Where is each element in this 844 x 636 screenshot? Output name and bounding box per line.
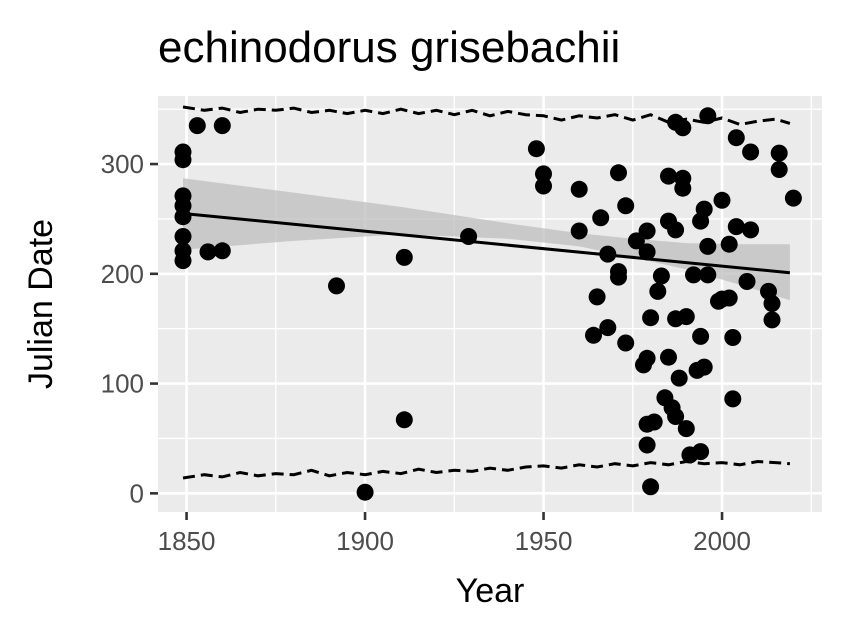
- x-tick-label: 1950: [515, 526, 573, 556]
- data-point: [627, 232, 645, 250]
- data-point: [695, 358, 713, 376]
- y-tick-label: 100: [101, 369, 144, 399]
- data-point: [770, 144, 788, 162]
- data-point: [638, 436, 656, 454]
- data-point: [699, 266, 717, 284]
- y-axis-title: Julian Date: [22, 219, 60, 389]
- x-tick-label: 1850: [158, 526, 216, 556]
- data-point: [174, 151, 192, 169]
- data-point: [720, 289, 738, 307]
- data-point: [667, 221, 685, 239]
- data-point: [592, 209, 610, 227]
- data-point: [588, 288, 606, 306]
- data-point: [692, 327, 710, 345]
- data-point: [570, 222, 588, 240]
- data-point: [699, 107, 717, 125]
- x-axis: 1850 1900 1950 2000: [158, 512, 751, 556]
- data-point: [763, 311, 781, 329]
- data-point: [356, 483, 374, 501]
- data-point: [535, 165, 552, 183]
- data-point: [677, 420, 695, 438]
- data-point: [738, 273, 756, 290]
- data-point: [585, 326, 602, 344]
- data-point: [642, 309, 660, 327]
- data-point: [638, 243, 656, 261]
- data-point: [213, 242, 231, 260]
- data-point: [174, 228, 192, 245]
- data-point: [660, 348, 677, 366]
- data-point: [174, 252, 192, 270]
- data-point: [677, 308, 695, 326]
- y-axis: 0 100 200 300: [101, 149, 158, 508]
- chart-title: echinodorus grisebachii: [158, 23, 620, 72]
- data-point: [527, 140, 545, 158]
- data-point: [652, 267, 670, 285]
- upper-dashed-line: [182, 105, 791, 127]
- data-point: [610, 164, 627, 182]
- data-point: [213, 117, 231, 135]
- data-point: [724, 329, 742, 346]
- data-point: [535, 177, 552, 195]
- data-point: [638, 222, 656, 240]
- data-points: [174, 107, 802, 501]
- data-point: [724, 390, 742, 408]
- x-tick-label: 1900: [336, 526, 394, 556]
- data-point: [720, 235, 738, 253]
- data-point: [395, 411, 413, 429]
- data-point: [328, 277, 345, 295]
- data-point: [199, 243, 217, 261]
- data-point: [763, 295, 781, 312]
- trend-line: [182, 211, 791, 275]
- confidence-band: [183, 178, 790, 301]
- data-point: [699, 237, 717, 255]
- lower-dashed-line: [182, 459, 791, 480]
- data-point: [685, 266, 702, 284]
- data-point: [617, 334, 635, 352]
- data-point: [784, 189, 802, 207]
- data-point: [188, 117, 206, 135]
- y-tick-label: 300: [101, 149, 144, 179]
- data-point: [674, 179, 692, 197]
- data-point: [727, 218, 745, 236]
- data-point: [674, 119, 692, 137]
- data-point: [742, 221, 760, 239]
- data-point: [670, 369, 688, 387]
- y-tick-label: 200: [101, 259, 144, 289]
- x-tick-label: 2000: [693, 526, 751, 556]
- data-point: [742, 143, 760, 161]
- data-point: [770, 161, 788, 178]
- data-point: [727, 129, 745, 147]
- data-point: [570, 180, 588, 198]
- data-point: [649, 282, 667, 300]
- y-tick-label: 0: [130, 478, 144, 508]
- data-point: [645, 413, 663, 431]
- data-point: [174, 208, 192, 226]
- data-point: [692, 443, 710, 461]
- data-point: [713, 191, 731, 209]
- data-point: [642, 478, 660, 496]
- data-point: [660, 167, 677, 185]
- x-axis-title: Year: [456, 572, 525, 610]
- data-point: [610, 268, 627, 286]
- data-point: [638, 349, 656, 367]
- data-point: [460, 228, 478, 245]
- data-point: [617, 197, 635, 215]
- data-point: [599, 245, 617, 263]
- data-point: [667, 408, 685, 425]
- data-point: [395, 248, 413, 266]
- data-point: [599, 319, 617, 337]
- data-point: [695, 200, 713, 218]
